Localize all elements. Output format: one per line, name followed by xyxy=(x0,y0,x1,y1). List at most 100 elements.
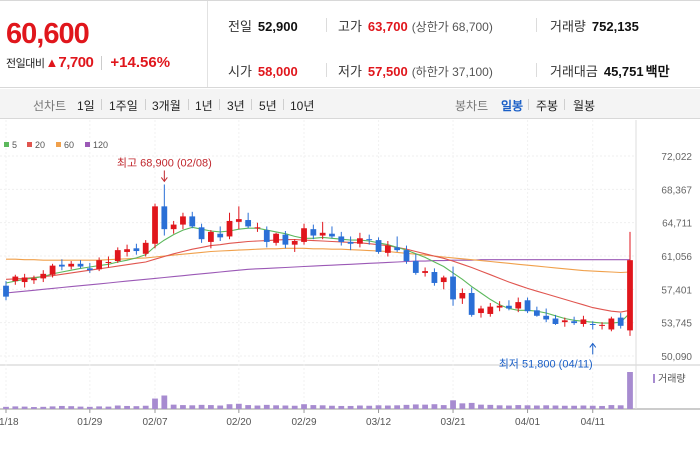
period-toolbar: 선차트 1일 1주일 3개월 1년 3년 5년 10년 봉차트 일봉 주봉 월봉 xyxy=(0,89,700,119)
candle-body xyxy=(198,227,205,240)
candle-body xyxy=(12,276,19,282)
period-3m[interactable]: 3개월 xyxy=(152,99,181,113)
prev-close-label: 전일 xyxy=(228,19,252,34)
candle-body xyxy=(440,277,447,283)
divider xyxy=(251,99,252,110)
volume-bar xyxy=(580,405,587,409)
price-box: 60,600 전일대비 ▲ 7,700 +14.56% xyxy=(0,1,208,87)
x-tick-label: 04/01 xyxy=(515,417,540,428)
volume-bar xyxy=(403,404,410,409)
candle-body xyxy=(133,248,140,252)
volume-bar xyxy=(198,404,205,409)
volume-bar xyxy=(31,407,37,409)
amount-value: 45,751 xyxy=(603,64,644,79)
y-tick-label: 50,090 xyxy=(661,352,692,363)
volume-bar xyxy=(357,405,363,409)
candle-body xyxy=(263,230,270,242)
candle-body xyxy=(599,324,605,326)
volume-bar xyxy=(12,406,19,409)
divider xyxy=(326,63,327,77)
legend-swatch xyxy=(56,142,61,147)
candle-daily[interactable]: 일봉 xyxy=(501,99,524,113)
volume-bar xyxy=(496,405,503,409)
volume-bar xyxy=(21,406,28,409)
candle-body xyxy=(21,277,28,283)
y-tick-label: 61,056 xyxy=(661,252,692,263)
x-tick-label: 03/21 xyxy=(441,417,466,428)
volume-bar xyxy=(180,405,186,409)
candle-body xyxy=(366,239,373,241)
volume-bar xyxy=(617,405,624,409)
volume-bar xyxy=(58,405,65,409)
open-price: 시가 58,000 xyxy=(228,61,298,80)
low-price: 저가 57,500 (하한가 37,100) xyxy=(338,61,493,80)
volume-bar xyxy=(431,404,438,409)
volume-bar xyxy=(487,404,494,409)
candle-body xyxy=(152,206,158,244)
amount-unit: 백만 xyxy=(645,64,670,79)
legend-label: 5 xyxy=(12,140,17,150)
candle-body xyxy=(515,302,522,309)
candle-body xyxy=(245,220,252,227)
volume-bar xyxy=(319,405,326,409)
volume-bar xyxy=(375,405,382,409)
candle-body xyxy=(375,240,382,252)
volume-bar xyxy=(114,405,121,409)
low-label: 저가 xyxy=(338,64,362,79)
candle-body xyxy=(31,278,37,281)
prev-close-value: 52,900 xyxy=(257,19,298,34)
candle-body xyxy=(96,260,103,270)
divider xyxy=(536,63,537,77)
volume-bar xyxy=(189,405,196,409)
volume-legend-label: 거래량 xyxy=(658,373,686,385)
divider xyxy=(101,55,103,70)
candle-monthly[interactable]: 월봉 xyxy=(573,99,596,113)
legend-label: 120 xyxy=(93,140,108,150)
candle-body xyxy=(589,323,596,325)
candle-body xyxy=(301,228,307,242)
candle-body xyxy=(496,305,503,308)
period-3y[interactable]: 3년 xyxy=(227,99,245,113)
candle-body xyxy=(291,241,298,245)
legend-label: 20 xyxy=(35,140,45,150)
candle-body xyxy=(533,310,540,316)
period-1d[interactable]: 1일 xyxy=(77,99,95,113)
x-tick-label: 04/11 xyxy=(581,417,606,428)
legend-label: 60 xyxy=(64,140,74,150)
volume-bar xyxy=(96,406,103,409)
candle-body xyxy=(180,216,186,225)
ma20-line xyxy=(5,239,631,313)
period-1w[interactable]: 1주일 xyxy=(109,99,138,113)
x-tick-label: 01/18 xyxy=(0,417,19,428)
y-tick-label: 64,711 xyxy=(662,219,692,230)
candle-body xyxy=(617,317,624,326)
candle-body xyxy=(347,241,354,244)
candle-body xyxy=(357,238,363,244)
candle-body xyxy=(282,234,289,245)
volume-bar xyxy=(543,405,550,409)
candle-body xyxy=(580,319,587,324)
volume-bar xyxy=(86,406,93,409)
candle-body xyxy=(77,263,84,267)
volume-bar xyxy=(533,405,540,409)
volume-bar xyxy=(77,406,84,409)
volume-bar xyxy=(524,405,531,409)
candle-body xyxy=(40,273,47,279)
stock-chart[interactable]: 72,022 68,367 64,711 61,056 57,401 53,745 50,0… xyxy=(0,120,700,450)
volume-bar xyxy=(506,405,512,409)
candle-body xyxy=(319,232,326,236)
ma60-line xyxy=(6,247,631,274)
volume-bar xyxy=(208,405,214,409)
period-1y[interactable]: 1년 xyxy=(195,99,213,113)
chart-canvas[interactable]: 72,022 68,367 64,711 61,056 57,401 53,745 50,0… xyxy=(0,120,700,450)
period-5y[interactable]: 5년 xyxy=(259,99,277,113)
period-10y[interactable]: 10년 xyxy=(290,99,315,113)
volume-bar xyxy=(412,404,419,409)
upper-limit: (상한가 68,700) xyxy=(411,20,493,34)
up-arrow-icon xyxy=(589,342,597,348)
volume-bar xyxy=(170,404,177,409)
y-tick-label: 68,367 xyxy=(661,185,692,196)
volume-bar xyxy=(478,404,484,409)
x-tick-label: 02/07 xyxy=(142,417,167,428)
candle-weekly[interactable]: 주봉 xyxy=(536,99,559,113)
